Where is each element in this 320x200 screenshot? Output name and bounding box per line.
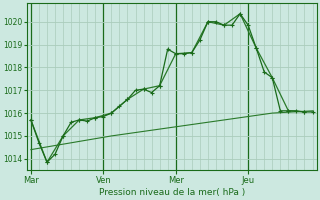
- X-axis label: Pression niveau de la mer( hPa ): Pression niveau de la mer( hPa ): [99, 188, 245, 197]
